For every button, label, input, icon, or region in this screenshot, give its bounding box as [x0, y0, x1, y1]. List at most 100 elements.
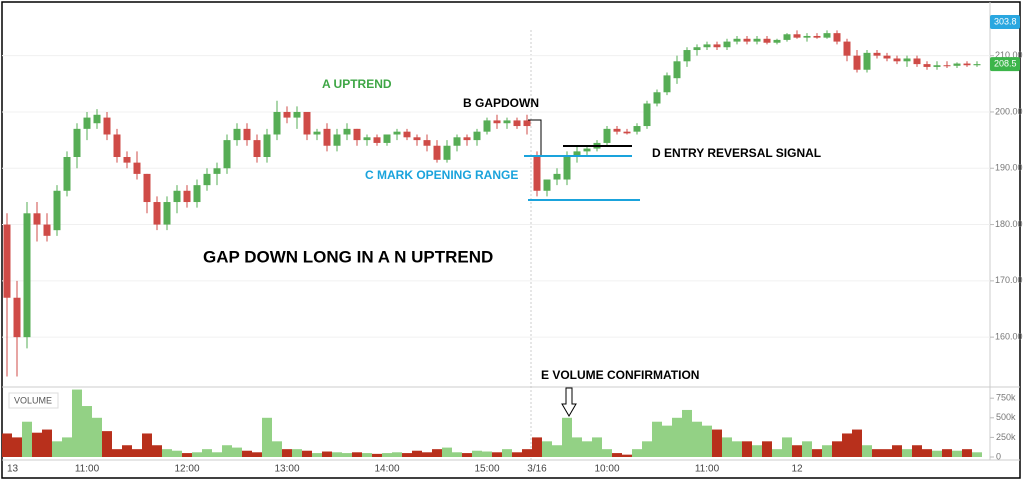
candle-body — [253, 140, 261, 157]
candle-body — [233, 128, 241, 141]
last-price-tag — [990, 57, 1020, 72]
volume-bar — [532, 437, 542, 457]
volume-bar — [392, 452, 402, 457]
candle-body — [873, 52, 881, 56]
candle-body — [773, 39, 781, 43]
candle-body — [703, 44, 711, 48]
y-tick-label: 180.00 — [995, 219, 1023, 229]
candle-body — [453, 137, 461, 146]
volume-bar — [362, 453, 372, 457]
volume-bar — [202, 449, 212, 457]
candle-body — [913, 58, 921, 65]
volume-bar — [62, 437, 72, 457]
volume-bar — [802, 441, 812, 457]
volume-label-box — [8, 392, 59, 409]
volume-bar — [782, 437, 792, 457]
candle-body — [763, 38, 771, 43]
volume-bar — [232, 447, 242, 457]
candle-body — [273, 111, 281, 135]
volume-bar — [872, 449, 882, 457]
candle-body — [493, 120, 501, 124]
annotation: D ENTRY REVERSAL SIGNAL — [652, 146, 821, 160]
candle-body — [73, 128, 81, 157]
candle-body — [433, 145, 441, 160]
candle-body — [33, 213, 41, 225]
volume-bar — [282, 449, 292, 457]
volume-tick-label: 750k — [996, 393, 1016, 403]
candle-body — [603, 128, 611, 143]
candle-body — [123, 157, 131, 163]
candle-body — [853, 55, 861, 70]
candle-body — [503, 120, 511, 124]
volume-bar — [52, 441, 62, 457]
candle-body — [663, 75, 671, 93]
volume-bar — [432, 449, 442, 457]
y-tick-label: 170.00 — [995, 275, 1023, 285]
candle-body — [313, 131, 321, 135]
top-tag — [990, 15, 1020, 29]
last-price-label: 208.5 — [994, 58, 1017, 68]
x-tick-label: 13:00 — [274, 464, 299, 475]
volume-bar — [722, 437, 732, 457]
volume-bar — [182, 453, 192, 457]
volume-bar — [502, 449, 512, 457]
candle-body — [403, 131, 411, 138]
volume-bar — [402, 453, 412, 457]
volume-tick-label: 500k — [996, 412, 1016, 422]
candle-body — [693, 47, 701, 51]
candle-body — [513, 120, 521, 127]
gap-bracket — [528, 119, 542, 155]
volume-bar — [902, 449, 912, 457]
volume-bar — [522, 449, 532, 457]
candle-body — [933, 65, 941, 67]
volume-bar — [352, 452, 362, 457]
candle-body — [183, 190, 191, 203]
candle-body — [563, 157, 571, 180]
candle-body — [573, 151, 581, 157]
volume-bar — [752, 445, 762, 457]
x-tick-label: 12 — [791, 464, 803, 475]
candle-body — [53, 190, 61, 231]
volume-bar — [592, 437, 602, 457]
candle-body — [263, 134, 271, 157]
candle-body — [103, 117, 111, 135]
candle-body — [623, 131, 631, 134]
volume-bar — [42, 429, 52, 457]
price-tags: 208.5 303.8 — [990, 15, 1020, 72]
x-tick-label: 3/16 — [527, 464, 547, 475]
volume-bar — [952, 450, 962, 457]
volume-bar — [862, 445, 872, 457]
volume-bar — [372, 453, 382, 457]
volume-bar — [912, 445, 922, 457]
volume-bar — [82, 406, 92, 457]
candle-body — [223, 140, 231, 169]
y-tick-label: 160.00 — [995, 332, 1023, 342]
top-tag-label: 303.8 — [994, 16, 1017, 26]
grid: 160.00 170.00 180.00 190.00 200.00 210.00 0 250… — [2, 50, 1023, 461]
candle-body — [633, 126, 641, 132]
volume-bar — [712, 429, 722, 457]
volume-bar — [562, 417, 572, 457]
candle-body — [823, 33, 831, 38]
candle-body — [333, 134, 341, 146]
candle-body — [3, 224, 11, 298]
volume-bar — [412, 450, 422, 457]
candle-body — [63, 157, 71, 191]
candle-body — [683, 50, 691, 62]
volume-bar — [302, 450, 312, 457]
candle-body — [733, 38, 741, 42]
volume-bar — [442, 447, 452, 457]
volume-bar — [102, 431, 112, 457]
candle-body — [943, 65, 951, 67]
candle-body — [673, 61, 681, 79]
candle-body — [413, 137, 421, 141]
candle-body — [343, 128, 351, 135]
volume-bar — [582, 441, 592, 457]
volume-bar — [772, 449, 782, 457]
annotation: E VOLUME CONFIRMATION — [541, 368, 699, 382]
frame — [1, 1, 1021, 479]
candle-body — [803, 35, 811, 38]
volume-bar — [642, 441, 652, 457]
annotation: C MARK OPENING RANGE — [365, 168, 518, 182]
